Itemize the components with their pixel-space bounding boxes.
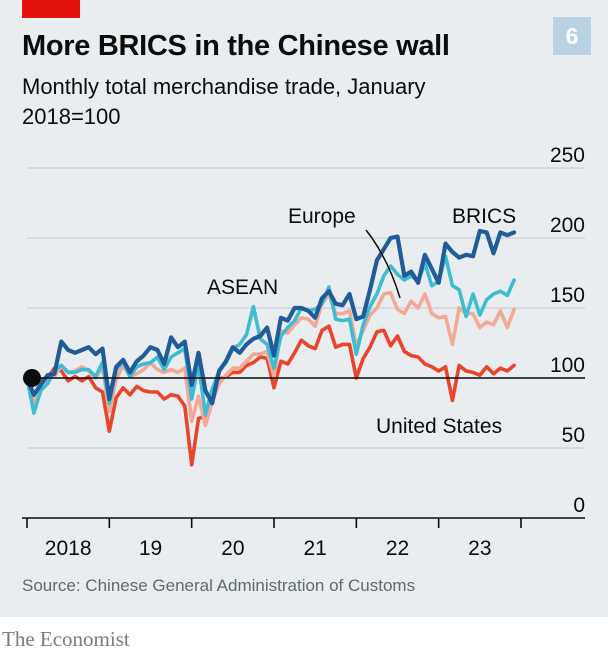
europe-label: Europe <box>288 205 356 228</box>
series-line-united-states <box>25 324 516 467</box>
brand-red-tag <box>22 0 80 18</box>
x-tick-label: 2018 <box>45 537 92 560</box>
x-tick-label: 22 <box>386 537 409 560</box>
index-start-marker <box>23 369 41 387</box>
source-note: Source: Chinese General Administration o… <box>22 576 416 595</box>
y-tick-label: 150 <box>550 284 585 307</box>
series-labels: BRICS Europe ASEAN United States <box>207 205 516 438</box>
asean-label: ASEAN <box>207 276 278 299</box>
x-tick-label: 21 <box>303 537 326 560</box>
series-line-brics <box>24 228 517 406</box>
x-tick-label: 23 <box>468 537 491 560</box>
x-tick-label: 20 <box>221 537 244 560</box>
y-tick-label: 100 <box>550 354 585 377</box>
chart-title: More BRICS in the Chinese wall <box>22 30 450 62</box>
series-lines <box>24 228 517 467</box>
chart-subtitle: Monthly total merchandise trade, January… <box>22 74 426 129</box>
chart-number-badge: 6 <box>553 17 591 55</box>
y-axis-tick-labels: 0 50 100 150 200 250 <box>550 144 585 517</box>
united-states-label: United States <box>376 415 502 438</box>
x-axis: 2018 19 20 21 22 23 <box>22 517 585 560</box>
europe-leader-line <box>365 229 401 299</box>
y-tick-label: 50 <box>562 424 585 447</box>
y-tick-label: 200 <box>550 214 585 237</box>
x-tick-label: 19 <box>139 537 162 560</box>
brand-wordmark: The Economist <box>2 627 130 651</box>
y-tick-label: 0 <box>573 494 585 517</box>
line-chart: 0 50 100 150 200 250 2018 19 20 21 22 23 BRICS Eur… <box>22 144 585 560</box>
reference-line-100 <box>23 369 585 387</box>
brics-label: BRICS <box>452 205 516 228</box>
y-tick-label: 250 <box>550 144 585 167</box>
